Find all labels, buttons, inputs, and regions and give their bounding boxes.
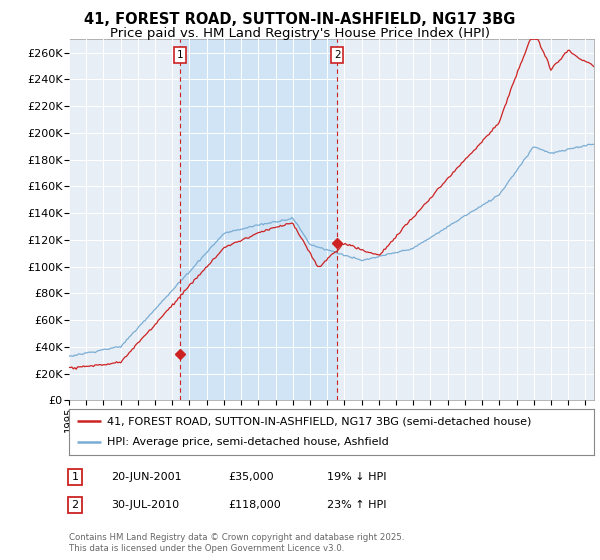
Text: 23% ↑ HPI: 23% ↑ HPI [327, 500, 386, 510]
Text: 20-JUN-2001: 20-JUN-2001 [111, 472, 182, 482]
Text: £35,000: £35,000 [228, 472, 274, 482]
Text: 41, FOREST ROAD, SUTTON-IN-ASHFIELD, NG17 3BG (semi-detached house): 41, FOREST ROAD, SUTTON-IN-ASHFIELD, NG1… [107, 416, 531, 426]
Bar [181, 39, 337, 400]
Text: Price paid vs. HM Land Registry's House Price Index (HPI): Price paid vs. HM Land Registry's House … [110, 27, 490, 40]
Text: Contains HM Land Registry data © Crown copyright and database right 2025.
This d: Contains HM Land Registry data © Crown c… [69, 533, 404, 553]
Text: £118,000: £118,000 [228, 500, 281, 510]
Text: 1: 1 [177, 50, 184, 60]
Text: HPI: Average price, semi-detached house, Ashfield: HPI: Average price, semi-detached house,… [107, 437, 389, 447]
Text: 41, FOREST ROAD, SUTTON-IN-ASHFIELD, NG17 3BG: 41, FOREST ROAD, SUTTON-IN-ASHFIELD, NG1… [85, 12, 515, 27]
Text: 1: 1 [71, 472, 79, 482]
Text: 2: 2 [71, 500, 79, 510]
Text: 30-JUL-2010: 30-JUL-2010 [111, 500, 179, 510]
Text: 19% ↓ HPI: 19% ↓ HPI [327, 472, 386, 482]
Text: 2: 2 [334, 50, 340, 60]
